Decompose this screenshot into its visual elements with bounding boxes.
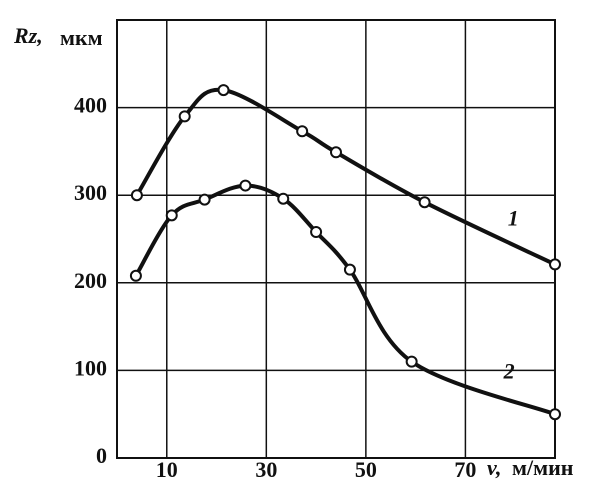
data-point xyxy=(239,179,252,192)
data-point xyxy=(343,263,356,276)
series-line xyxy=(134,183,556,417)
x-label-unit: м/мин xyxy=(512,455,574,480)
y-label-symbol: Rz, xyxy=(13,23,43,48)
series-line xyxy=(135,87,556,267)
x-tick-label: 50 xyxy=(355,457,377,482)
data-point xyxy=(418,196,431,209)
y-tick-label: 100 xyxy=(74,355,107,380)
series-label: 2 xyxy=(503,358,515,383)
data-point xyxy=(130,189,143,202)
y-tick-label: 0 xyxy=(96,443,107,468)
data-point xyxy=(310,225,323,238)
data-point xyxy=(277,192,290,205)
x-tick-label: 70 xyxy=(454,457,476,482)
x-tick-label: 30 xyxy=(255,457,277,482)
data-point xyxy=(178,110,191,123)
data-point xyxy=(549,408,561,421)
y-tick-label: 200 xyxy=(74,268,107,293)
x-label-symbol: v, xyxy=(487,455,501,480)
data-point xyxy=(198,193,211,206)
data-point xyxy=(165,209,178,222)
data-point xyxy=(129,269,142,282)
x-tick-label: 10 xyxy=(156,457,178,482)
data-point xyxy=(405,355,418,368)
data-point xyxy=(296,125,309,138)
y-tick-label: 300 xyxy=(74,180,107,205)
y-tick-label: 400 xyxy=(74,93,107,118)
data-point xyxy=(217,84,230,97)
data-point xyxy=(549,258,561,271)
data-point xyxy=(330,146,342,159)
y-label-unit: мкм xyxy=(60,25,103,50)
series-label: 1 xyxy=(508,206,519,231)
